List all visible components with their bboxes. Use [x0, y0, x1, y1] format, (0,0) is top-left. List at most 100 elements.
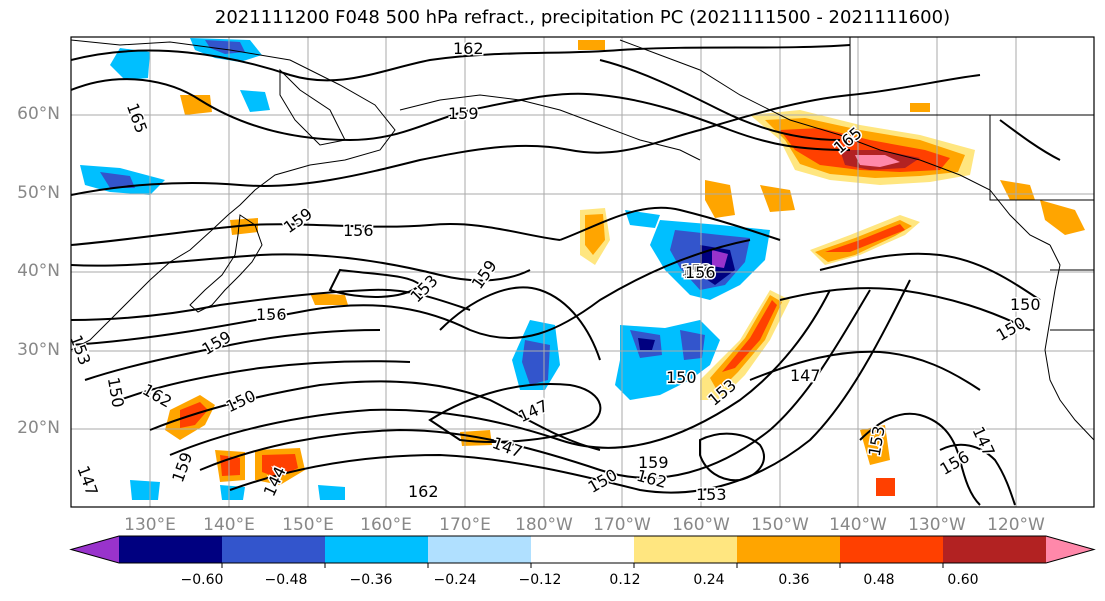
contour-line [939, 443, 1016, 506]
anomaly-region [705, 180, 735, 218]
anomaly-region [760, 185, 795, 212]
contour-line [229, 279, 911, 494]
colorbar-tick-label: −0.60 [180, 572, 224, 588]
contour-line [749, 350, 981, 391]
contour-label: 162 [408, 482, 439, 501]
longitude-label: 160°E [360, 515, 412, 535]
contour-line [779, 287, 1031, 331]
colorbar-tick-label: 0.24 [693, 572, 725, 588]
refractivity-contours [71, 44, 1061, 506]
anomaly-region [220, 485, 245, 500]
anomaly-region [625, 210, 660, 228]
contour-label: 150 [1010, 295, 1041, 314]
contour-label: 159 [683, 263, 714, 282]
colorbar-tick-label: 0.36 [778, 572, 810, 588]
longitude-label: 150°W [751, 515, 809, 535]
latitude-label: 20°N [17, 418, 60, 438]
anomaly-region [578, 40, 605, 50]
contour-label: 147 [790, 366, 821, 385]
contour-line [71, 288, 471, 321]
contour-line [439, 286, 601, 361]
state-border [849, 37, 1094, 116]
state-border [989, 115, 1094, 201]
contour-label: 159 [638, 453, 669, 472]
colorbar-segment [634, 536, 738, 563]
anomaly-region [876, 478, 895, 496]
contour-line [599, 59, 841, 141]
contour-line [999, 119, 1061, 161]
colorbar-segment [943, 536, 1047, 563]
contour-line [169, 289, 831, 456]
anomaly-region [318, 485, 345, 500]
contour-label: 159 [448, 104, 479, 123]
colorbar [69, 535, 1096, 568]
anomaly-region [855, 155, 900, 167]
anomaly-region [910, 103, 930, 112]
colorbar-tick-label: 0.12 [609, 572, 641, 588]
colorbar-segment [428, 536, 532, 563]
anomaly-region [110, 48, 150, 80]
colorbar-tick-label: 0.48 [863, 572, 895, 588]
latitude-label: 60°N [17, 104, 60, 124]
plot-frame [70, 36, 1095, 508]
colorbar-tick-label: −0.24 [433, 572, 477, 588]
contour-line [71, 78, 851, 151]
north-america-coastline [1044, 244, 1094, 441]
contour-line [859, 412, 981, 506]
contour-line [428, 383, 602, 443]
colorbar-tick-label: 0.60 [947, 572, 979, 588]
colorbar-segment [737, 536, 841, 563]
anomaly-region [1000, 180, 1035, 200]
alaska-coastline [619, 39, 1051, 246]
latitude-label: 30°N [17, 340, 60, 360]
contour-line [559, 206, 781, 241]
contour-label: 156 [685, 263, 716, 282]
contour-line [699, 432, 765, 482]
contour-label: 150 [666, 368, 697, 387]
asia-coastline [71, 39, 396, 351]
colorbar-outline [69, 535, 1096, 564]
contour-label: 153 [681, 261, 712, 280]
contour-label: 156 [256, 305, 287, 324]
longitude-label: 150°E [282, 515, 334, 535]
contour-label: 153 [696, 485, 727, 504]
contour-line [71, 239, 751, 346]
anomaly-region [1040, 200, 1085, 235]
contour-line [71, 223, 561, 246]
contour-line [71, 74, 981, 196]
longitude-label: 140°W [829, 515, 887, 535]
colorbar-segment [325, 536, 429, 563]
anomaly-region [310, 293, 348, 305]
longitude-label: 180°W [515, 515, 573, 535]
longitude-label: 120°W [987, 515, 1045, 535]
colorbar-tick-label: −0.12 [518, 572, 562, 588]
contour-line [119, 360, 411, 401]
anomaly-region [680, 330, 705, 360]
longitude-label: 130°W [908, 515, 966, 535]
colorbar-tick-label: −0.48 [264, 572, 308, 588]
kamchatka-coastline [279, 68, 346, 146]
contour-line [149, 380, 601, 451]
anomaly-region [180, 95, 212, 115]
contour-label: 162 [453, 39, 484, 58]
latitude-label: 50°N [17, 183, 60, 203]
colorbar-segment [71, 536, 119, 563]
latitude-label: 40°N [17, 261, 60, 281]
anomaly-region [722, 300, 777, 372]
anomaly-region [638, 338, 655, 350]
anomaly-region [240, 90, 270, 112]
contour-label: 156 [343, 221, 374, 240]
contour-line [71, 44, 851, 82]
colorbar-segment [1046, 536, 1094, 563]
aleutian-chain [399, 94, 701, 161]
contour-line [84, 329, 381, 381]
map-title: 2021111200 F048 500 hPa refract., precip… [214, 7, 951, 28]
contour-line [328, 268, 422, 298]
colorbar-segment [119, 536, 223, 563]
longitude-label: 160°W [672, 515, 730, 535]
anomaly-shading [80, 38, 1085, 500]
colorbar-segment [840, 536, 944, 563]
contour-line [71, 253, 531, 282]
colorbar-segment [531, 536, 635, 563]
